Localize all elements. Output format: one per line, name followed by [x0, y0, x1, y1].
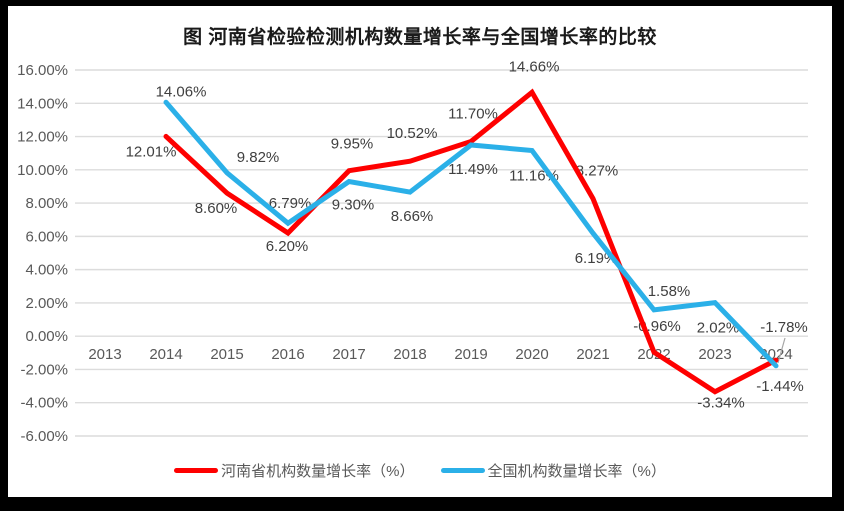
chart-text: 0.00%: [25, 328, 68, 345]
chart-text: 16.00%: [17, 62, 68, 79]
chart-text: 6.20%: [266, 238, 309, 255]
chart-text: 9.30%: [332, 196, 375, 213]
legend-line-national-icon: [440, 468, 485, 473]
chart-text: 8.60%: [195, 200, 238, 217]
henan-series-line: [163, 88, 779, 395]
label-leader-line: [777, 337, 786, 364]
chart-text: 2.02%: [697, 320, 740, 337]
chart-text: -4.00%: [20, 395, 68, 412]
chart-text: 2015: [210, 346, 243, 363]
chart-text: 9.82%: [237, 149, 280, 166]
chart-text: -2.00%: [20, 361, 68, 378]
chart-text: -1.78%: [760, 319, 808, 336]
national-series-line: [163, 99, 779, 369]
chart-text: 2018: [393, 346, 426, 363]
chart-text: 14.66%: [509, 58, 560, 75]
chart-text: 2014: [149, 346, 182, 363]
chart-text: 14.06%: [156, 83, 207, 100]
chart-text: 6.00%: [25, 228, 68, 245]
chart-text: 14.00%: [17, 95, 68, 112]
data-labels: 12.01% 8.60% 6.20% 9.95% 10.52% 11.70% 14.66% 8…: [126, 58, 808, 411]
chart-text: 2.00%: [25, 295, 68, 312]
chart-text: 2021: [576, 346, 609, 363]
chart-text: -6.00%: [20, 428, 68, 445]
chart-text: 2013: [88, 346, 121, 363]
chart-text: 2019: [454, 346, 487, 363]
chart-text: 8.66%: [391, 208, 434, 225]
chart-text: 2020: [515, 346, 548, 363]
plot-area: 16.00% 14.00% 12.00% 10.00% 8.00% 6.00% 4.00% 2…: [17, 58, 808, 445]
chart-text: 8.27%: [576, 163, 619, 180]
chart-text: 11.70%: [448, 106, 498, 123]
legend-item-national: 全国机构数量增长率（%）: [440, 460, 666, 481]
legend-item-henan: 河南省机构数量增长率（%）: [174, 460, 415, 481]
chart-text: -1.44%: [756, 378, 804, 395]
y-axis-tick-labels: 16.00% 14.00% 12.00% 10.00% 8.00% 6.00% 4.00% 2…: [17, 62, 68, 445]
chart-text: 6.79%: [269, 195, 312, 212]
chart-text: 2023: [698, 346, 731, 363]
legend: 河南省机构数量增长率（%） 全国机构数量增长率（%）: [8, 460, 832, 481]
chart-text: 2016: [271, 346, 304, 363]
chart-text: 6.19%: [575, 250, 618, 267]
legend-label-henan: 河南省机构数量增长率（%）: [221, 463, 415, 480]
chart-text: 4.00%: [25, 262, 68, 279]
x-axis-tick-labels: 2013 2014 2015 2016 2017 2018 2019 2020 2021 2022…: [88, 346, 792, 363]
chart-text: 9.95%: [331, 136, 374, 153]
legend-label-national: 全国机构数量增长率（%）: [487, 463, 666, 480]
legend-line-henan-icon: [174, 468, 219, 473]
chart-text: -3.34%: [697, 395, 745, 412]
chart-text: 2017: [332, 346, 365, 363]
chart-text: 1.58%: [648, 283, 691, 300]
chart-text: 12.00%: [17, 129, 68, 146]
chart-text: 10.00%: [17, 162, 68, 179]
chart-text: 12.01%: [126, 143, 177, 160]
chart-text: 10.52%: [387, 125, 438, 142]
chart-title: 图 河南省检验检测机构数量增长率与全国增长率的比较: [183, 27, 657, 48]
chart-text: 8.00%: [25, 195, 68, 212]
chart-text: 11.49%: [448, 161, 498, 178]
chart-canvas: 图 河南省检验检测机构数量增长率与全国增长率的比较 16.00% 14.00% 12…: [8, 6, 832, 497]
